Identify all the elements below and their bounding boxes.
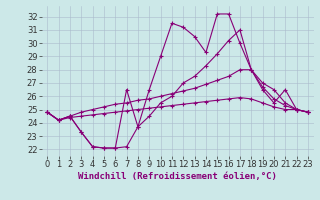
X-axis label: Windchill (Refroidissement éolien,°C): Windchill (Refroidissement éolien,°C) (78, 172, 277, 181)
